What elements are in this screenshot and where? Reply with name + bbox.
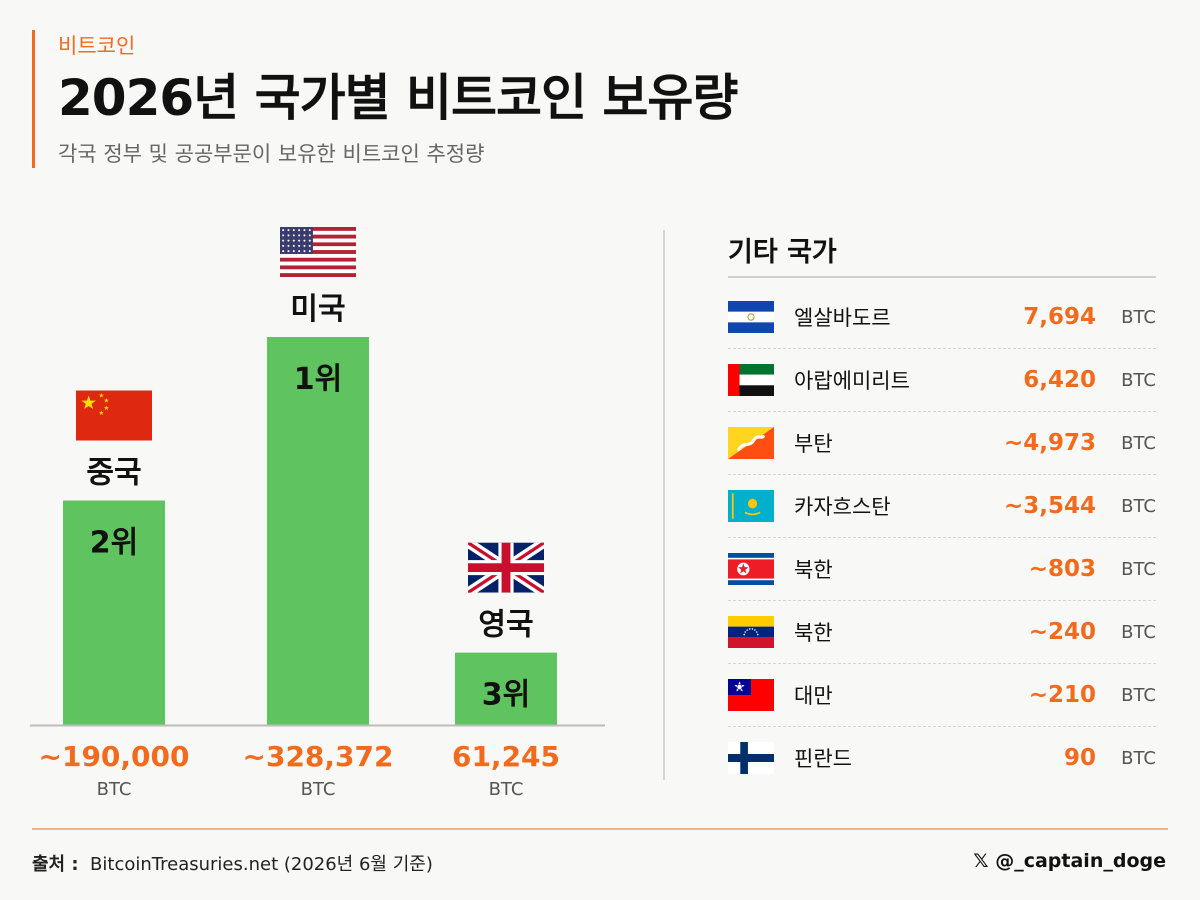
country-name: 엘살바도르 [794,306,891,330]
vertical-divider [663,230,665,780]
finland-flag [728,742,774,774]
btc-unit: BTC [1121,369,1156,391]
others-title-rule [728,276,1156,278]
list-item: 엘살바도르 7,694 BTC [728,286,1156,349]
country-name: 카자흐스탄 [794,495,891,519]
bar-country-label: 영국 [478,608,533,643]
footer-divider [32,828,1168,830]
china-flag [76,390,152,441]
btc-value: 7,694 [1023,304,1096,330]
others-title: 기타 국가 [728,237,837,268]
bar-1 [63,500,165,725]
btc-unit: BTC [1121,558,1156,580]
bhutan-flag [728,427,774,459]
source-label: 출처 : [32,854,79,875]
bar-rank-label: 3위 [482,678,530,713]
author-handle: 𝕏 @_captain_doge [973,850,1166,872]
btc-unit: BTC [1121,306,1156,328]
bar-value-label: ~328,372 [243,740,394,773]
list-item: 북한 ~240 BTC [728,601,1156,664]
bar-unit-label: BTC [489,779,524,800]
btc-value: ~210 [1028,682,1096,708]
bar-rank-label: 1위 [294,362,342,397]
bar-unit-label: BTC [97,779,132,800]
btc-unit: BTC [1121,747,1156,769]
page-subtitle: 각국 정부 및 공공부문이 보유한 비트코인 추정량 [58,142,485,166]
country-name: 핀란드 [794,747,852,771]
bar-value-label: 61,245 [452,740,560,773]
bar-chart: 2위 중국 ~190,000 BTC 1위 미국 ~328,372 BTC 3위 영국 61,245… [30,227,605,800]
others-list: 엘살바도르 7,694 BTC 아랍에미리트 6,420 BTC 부탄 ~4,973 BTC 카자… [728,286,1156,789]
btc-value: 6,420 [1023,367,1096,393]
bar-2 [267,337,369,725]
list-item: 아랍에미리트 6,420 BTC [728,349,1156,412]
country-name: 북한 [794,621,833,645]
north-korea-flag [728,553,774,585]
kazakhstan-flag [728,490,774,522]
usa-flag [280,227,356,277]
btc-value: ~4,973 [1003,430,1096,456]
btc-value: ~240 [1028,619,1096,645]
source-text: BitcoinTreasuries.net (2026년 6월 기준) [90,854,433,875]
bar-country-label: 미국 [290,292,345,327]
el-salvador-flag [728,301,774,333]
country-name: 부탄 [794,432,833,456]
btc-value: ~3,544 [1003,493,1096,519]
country-name: 대만 [794,684,833,708]
venezuela-flag [728,616,774,648]
btc-unit: BTC [1121,432,1156,454]
btc-unit: BTC [1121,621,1156,643]
accent-bar [32,30,35,168]
list-item: 부탄 ~4,973 BTC [728,412,1156,475]
category-label: 비트코인 [58,34,136,58]
btc-unit: BTC [1121,684,1156,706]
country-name: 북한 [794,558,833,582]
btc-unit: BTC [1121,495,1156,517]
list-item: 핀란드 90 BTC [728,727,1156,789]
bar-rank-label: 2위 [90,525,138,560]
list-item: 대만 ~210 BTC [728,664,1156,727]
taiwan-flag [728,679,774,711]
bar-3 [455,652,557,725]
list-item: 북한 ~803 BTC [728,538,1156,601]
country-name: 아랍에미리트 [794,369,910,393]
btc-value: 90 [1063,745,1096,771]
btc-value: ~803 [1028,556,1096,582]
bar-unit-label: BTC [301,779,336,800]
uk-flag [468,542,544,593]
bar-country-label: 중국 [86,455,141,490]
page-title: 2026년 국가별 비트코인 보유량 [58,69,738,127]
source-note: 출처 : BitcoinTreasuries.net (2026년 6월 기준) [32,850,433,876]
list-item: 카자흐스탄 ~3,544 BTC [728,475,1156,538]
uae-flag [728,364,774,396]
bar-value-label: ~190,000 [39,740,190,773]
